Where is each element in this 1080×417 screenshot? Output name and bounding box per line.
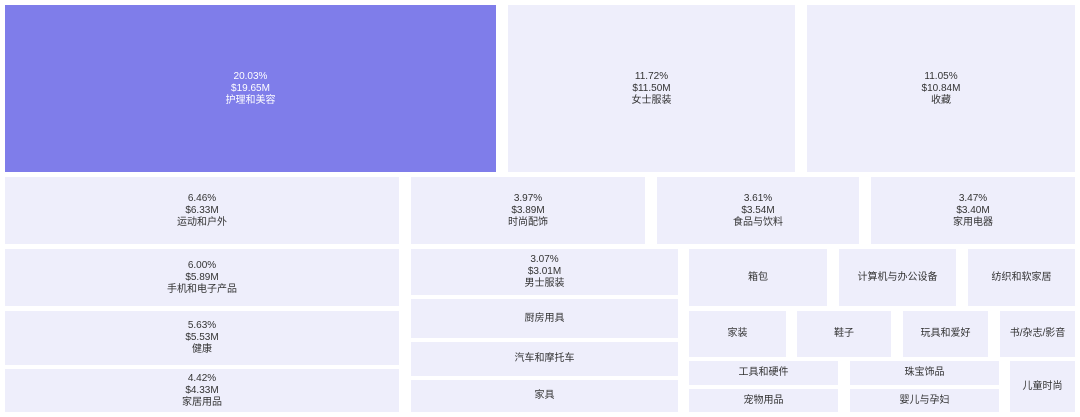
tile-label: 儿童时尚 [1022, 380, 1063, 392]
tile-label: 家用电器 [953, 216, 993, 228]
tile-label: 汽车和摩托车 [514, 353, 575, 364]
treemap-tile[interactable]: 6.00% $5.89M 手机和电子产品 [5, 249, 399, 306]
treemap-tile[interactable]: 书/杂志/影音 [1000, 311, 1075, 357]
treemap-tile[interactable]: 纺织和软家居 [968, 249, 1075, 306]
treemap-tile[interactable]: 汽车和摩托车 [411, 342, 678, 376]
tile-label: 玩具和爱好 [920, 328, 971, 339]
treemap-tile[interactable]: 11.05% $10.84M 收藏 [807, 5, 1075, 172]
treemap-tile[interactable]: 珠宝饰品 [850, 361, 999, 385]
treemap-tile[interactable]: 3.07% $3.01M 男士服装 [411, 249, 678, 295]
tile-label: 纺织和软家居 [991, 271, 1052, 283]
tile-share: 4.42% [187, 372, 217, 384]
tile-share: 3.97% [513, 192, 543, 204]
treemap-tile[interactable]: 计算机与办公设备 [839, 249, 956, 306]
treemap-tile[interactable]: 箱包 [689, 249, 827, 306]
treemap-tile[interactable]: 3.61% $3.54M 食品与饮料 [657, 177, 859, 244]
treemap-tile[interactable]: 5.63% $5.53M 健康 [5, 311, 399, 365]
treemap-tile[interactable]: 宠物用品 [689, 389, 838, 412]
tile-value: $3.01M [527, 266, 562, 277]
tile-label: 厨房用具 [524, 312, 565, 324]
tile-label: 珠宝饰品 [904, 367, 945, 378]
tile-label: 女士服装 [631, 94, 672, 106]
tile-label: 计算机与办公设备 [857, 271, 938, 283]
treemap-tile[interactable]: 3.97% $3.89M 时尚配饰 [411, 177, 645, 244]
treemap-tile[interactable]: 儿童时尚 [1010, 361, 1075, 412]
tile-label: 鞋子 [834, 328, 854, 339]
tile-share: 3.61% [743, 192, 773, 204]
treemap-tile[interactable]: 玩具和爱好 [903, 311, 988, 357]
tile-label: 宠物用品 [743, 394, 784, 406]
tile-share: 6.00% [187, 259, 217, 271]
tile-share: 11.72% [634, 70, 669, 82]
tile-label: 运动和户外 [177, 216, 227, 228]
treemap-tile[interactable]: 家具 [411, 380, 678, 412]
tile-label: 家装 [727, 328, 748, 339]
treemap-tile[interactable]: 工具和硬件 [689, 361, 838, 385]
treemap-tile[interactable]: 3.47% $3.40M 家用电器 [871, 177, 1075, 244]
tile-share: 3.07% [530, 254, 559, 265]
tile-share: 3.47% [958, 192, 988, 204]
tile-value: $3.40M [956, 204, 990, 216]
tile-value: $3.54M [741, 204, 775, 216]
treemap-tile[interactable]: 婴儿与孕妇 [850, 389, 999, 412]
tile-label: 护理和美容 [225, 94, 276, 106]
treemap-tile[interactable]: 鞋子 [797, 311, 891, 357]
tile-value: $6.33M [185, 204, 219, 216]
tile-label: 手机和电子产品 [167, 283, 237, 295]
treemap-tile[interactable]: 厨房用具 [411, 299, 678, 338]
tile-value: $3.89M [511, 204, 545, 216]
treemap-tile[interactable]: 11.72% $11.50M 女士服装 [508, 5, 795, 172]
treemap-tile[interactable]: 20.03% $19.65M 护理和美容 [5, 5, 496, 172]
tile-label: 男士服装 [524, 278, 565, 289]
tile-label: 工具和硬件 [738, 367, 789, 378]
tile-label: 家居用品 [182, 396, 222, 408]
tile-label: 箱包 [748, 271, 768, 283]
tile-value: $10.84M [921, 82, 961, 94]
tile-share: 5.63% [187, 320, 217, 331]
tile-share: 6.46% [187, 192, 217, 204]
tile-value: $4.33M [185, 384, 219, 396]
tile-share: 11.05% [924, 70, 958, 82]
treemap-tile[interactable]: 6.46% $6.33M 运动和户外 [5, 177, 399, 244]
tile-label: 健康 [192, 344, 212, 355]
tile-value: $19.65M [231, 82, 270, 94]
tile-value: $5.89M [185, 271, 219, 283]
tile-label: 家具 [534, 390, 555, 401]
treemap-tile[interactable]: 家装 [689, 311, 786, 357]
tile-label: 书/杂志/影音 [1009, 328, 1066, 339]
tile-label: 婴儿与孕妇 [899, 394, 950, 406]
tile-value: $5.53M [185, 332, 219, 343]
tile-value: $11.50M [632, 82, 671, 94]
tile-label: 时尚配饰 [508, 216, 548, 228]
treemap-tile[interactable]: 4.42% $4.33M 家居用品 [5, 369, 399, 412]
tile-label: 食品与饮料 [733, 216, 783, 228]
tile-share: 20.03% [233, 70, 268, 82]
tile-label: 收藏 [931, 94, 951, 106]
